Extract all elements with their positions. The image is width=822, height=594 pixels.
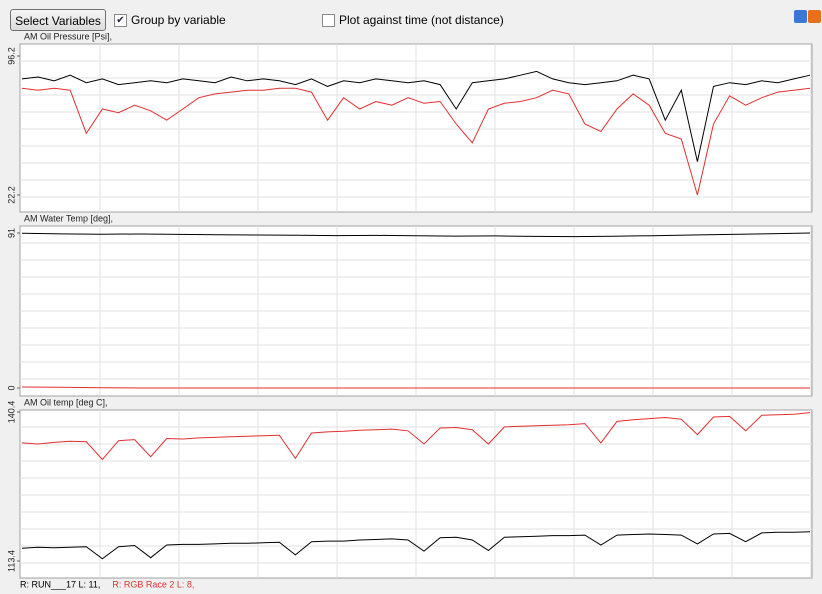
group-checkbox[interactable]: ✔ Group by variable bbox=[114, 13, 226, 27]
y-tick-label: 113.4 bbox=[6, 550, 16, 572]
legend-entry: R: RGB Race 2 L: 8, bbox=[112, 579, 194, 589]
chart-title: AM Oil Pressure [Psi], bbox=[24, 31, 112, 41]
select-variables-button[interactable]: Select Variables bbox=[10, 9, 106, 31]
series-line bbox=[21, 412, 811, 461]
series-line bbox=[21, 70, 811, 162]
chart-title: AM Water Temp [deg], bbox=[24, 213, 113, 223]
y-tick-label: 91 bbox=[6, 228, 16, 238]
series-line bbox=[21, 531, 811, 560]
checkbox-label: Plot against time (not distance) bbox=[339, 13, 504, 27]
checkbox-label: Group by variable bbox=[131, 13, 226, 27]
checkbox-box[interactable]: ✔ bbox=[114, 13, 127, 27]
series-line bbox=[21, 87, 811, 196]
y-tick-label: 140.4 bbox=[6, 401, 16, 424]
series-line bbox=[21, 386, 810, 389]
legend-entry: R: RUN___17 L: 11, bbox=[20, 579, 100, 589]
close-icon[interactable] bbox=[808, 10, 821, 23]
time-checkbox[interactable]: Plot against time (not distance) bbox=[322, 13, 504, 27]
series-line bbox=[21, 232, 811, 238]
y-tick-label: 96.2 bbox=[6, 47, 16, 65]
y-tick-label: 0 bbox=[6, 385, 16, 390]
y-tick-label: 22.2 bbox=[6, 186, 16, 204]
chart-title: AM Oil temp [deg C], bbox=[24, 397, 108, 407]
move-icon[interactable] bbox=[794, 10, 807, 23]
checkbox-box[interactable] bbox=[322, 13, 335, 27]
